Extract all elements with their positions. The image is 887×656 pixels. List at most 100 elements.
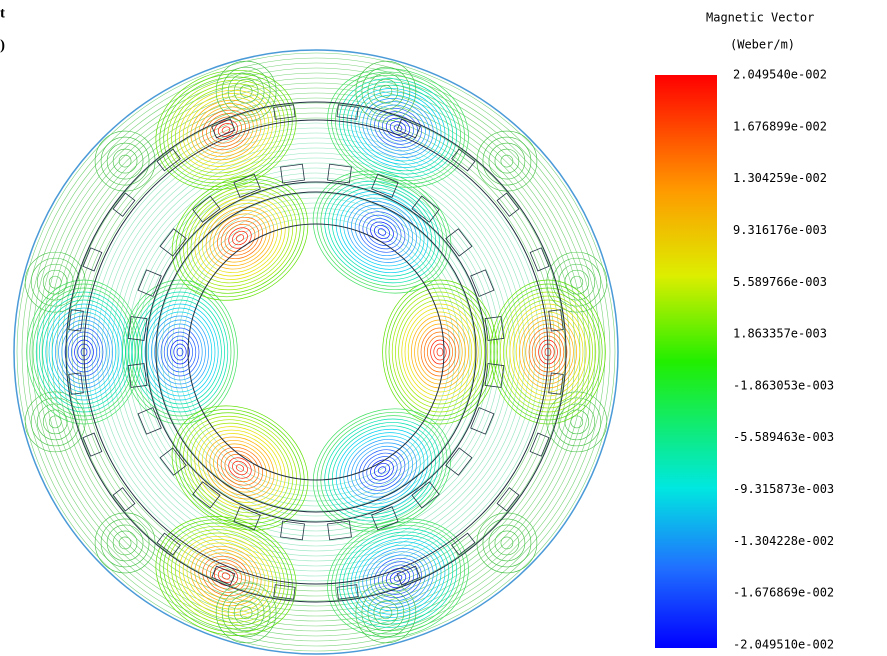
legend-unit: (Weber/m)	[730, 38, 795, 52]
contour	[52, 88, 580, 616]
legend-label: -2.049510e-002	[733, 638, 834, 652]
contour	[177, 213, 455, 491]
page: t ) Magnetic Vector (Weber/m) 2.049540e-…	[0, 0, 887, 656]
legend-label: -1.676869e-002	[733, 586, 834, 600]
contour	[22, 58, 610, 646]
contour	[437, 348, 443, 356]
slot	[113, 193, 135, 216]
contour	[137, 173, 495, 531]
contour	[332, 185, 433, 279]
legend-label: 1.304259e-002	[733, 171, 827, 185]
contour	[77, 113, 555, 591]
legend-label: 1.676899e-002	[733, 119, 827, 133]
contour	[92, 128, 540, 576]
contour	[421, 328, 459, 376]
slot	[452, 149, 475, 171]
contour	[225, 454, 255, 483]
cropped-text: t	[0, 5, 5, 21]
contour	[169, 400, 312, 536]
contour	[194, 424, 286, 511]
legend-labels: 2.049540e-002 1.676899e-002 1.304259e-002 9…	[733, 68, 834, 652]
contour	[228, 73, 264, 109]
legend-label: 1.863357e-003	[733, 327, 827, 341]
contour	[559, 404, 595, 440]
contour	[97, 133, 535, 571]
contour	[559, 264, 595, 300]
contour	[142, 304, 218, 400]
slot	[113, 488, 135, 511]
contour	[161, 328, 199, 376]
contour	[42, 78, 590, 626]
contour	[27, 63, 605, 641]
contour	[171, 340, 190, 364]
contour	[132, 168, 500, 536]
contour	[157, 514, 294, 639]
contour	[322, 175, 443, 288]
contour	[565, 270, 589, 294]
contour	[374, 601, 398, 625]
contour	[119, 537, 131, 549]
legend-label: -5.589463e-003	[733, 430, 834, 444]
colorbar	[655, 75, 717, 648]
contour	[95, 513, 155, 573]
contour	[377, 227, 387, 236]
contour	[415, 320, 466, 384]
cropped-text: )	[0, 37, 5, 53]
contour	[235, 233, 245, 242]
contour	[306, 399, 457, 541]
contour	[164, 332, 196, 372]
contour	[221, 126, 231, 135]
contour	[129, 288, 231, 416]
contour	[127, 163, 505, 541]
contour	[225, 224, 255, 253]
contour	[483, 137, 531, 185]
contour	[119, 155, 131, 167]
contour	[209, 209, 270, 267]
slot	[157, 533, 180, 555]
contour	[135, 296, 224, 408]
legend-label: 2.049540e-002	[733, 68, 827, 82]
contour	[399, 300, 482, 404]
legend-label: 9.316176e-003	[733, 223, 827, 237]
contour	[194, 194, 286, 282]
legend-label: 5.589766e-003	[733, 275, 827, 289]
contour	[565, 410, 589, 434]
legend-label: -9.315873e-003	[733, 482, 834, 496]
contour	[221, 572, 231, 581]
contour	[43, 410, 67, 434]
contour	[477, 131, 537, 191]
contour	[483, 519, 531, 567]
slot	[497, 488, 519, 511]
contour	[431, 340, 450, 364]
contour	[427, 336, 452, 368]
contour	[122, 158, 510, 546]
contours	[17, 49, 615, 656]
contour	[424, 332, 456, 372]
contour	[37, 404, 73, 440]
contour	[477, 513, 537, 573]
contour	[182, 218, 450, 486]
contour	[95, 131, 155, 191]
contour	[101, 519, 149, 567]
contour	[123, 280, 238, 424]
contour	[47, 83, 585, 621]
contour	[174, 344, 186, 360]
contour	[37, 264, 73, 300]
contour	[189, 419, 291, 516]
contour	[101, 137, 149, 185]
contour	[187, 94, 265, 165]
contour	[501, 537, 513, 549]
slot	[497, 193, 519, 216]
contour	[102, 138, 530, 566]
legend-label: -1.863053e-003	[733, 378, 834, 392]
contour	[392, 292, 488, 412]
contour	[43, 270, 67, 294]
contour	[174, 175, 306, 302]
contour	[162, 72, 289, 188]
contour	[199, 429, 280, 507]
contour	[174, 405, 306, 531]
legend-title: Magnetic Vector	[706, 11, 814, 25]
contour	[184, 184, 296, 291]
contour	[184, 415, 296, 522]
contour	[204, 204, 275, 272]
